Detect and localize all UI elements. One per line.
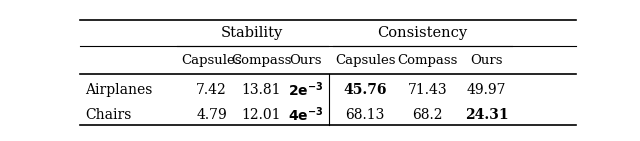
Text: $\mathbf{4e}^{\mathbf{-3}}$: $\mathbf{4e}^{\mathbf{-3}}$ [288, 105, 323, 124]
Text: 4.79: 4.79 [196, 108, 227, 122]
Text: Capsules: Capsules [335, 54, 396, 67]
Text: 68.2: 68.2 [412, 108, 442, 122]
Text: Stability: Stability [221, 26, 284, 40]
Text: Capsules: Capsules [181, 54, 242, 67]
Text: $\mathbf{2e}^{\mathbf{-3}}$: $\mathbf{2e}^{\mathbf{-3}}$ [288, 80, 323, 99]
Text: Consistency: Consistency [377, 26, 467, 40]
Text: Ours: Ours [289, 54, 322, 67]
Text: Airplanes: Airplanes [85, 83, 152, 97]
Text: 13.81: 13.81 [241, 83, 281, 97]
Text: Ours: Ours [470, 54, 503, 67]
Text: 12.01: 12.01 [241, 108, 281, 122]
Text: Compass: Compass [397, 54, 458, 67]
Text: Chairs: Chairs [85, 108, 131, 122]
Text: 24.31: 24.31 [465, 108, 509, 122]
Text: 7.42: 7.42 [196, 83, 227, 97]
Text: Compass: Compass [231, 54, 291, 67]
Text: 68.13: 68.13 [346, 108, 385, 122]
Text: 71.43: 71.43 [408, 83, 447, 97]
Text: 49.97: 49.97 [467, 83, 506, 97]
Text: 45.76: 45.76 [344, 83, 387, 97]
